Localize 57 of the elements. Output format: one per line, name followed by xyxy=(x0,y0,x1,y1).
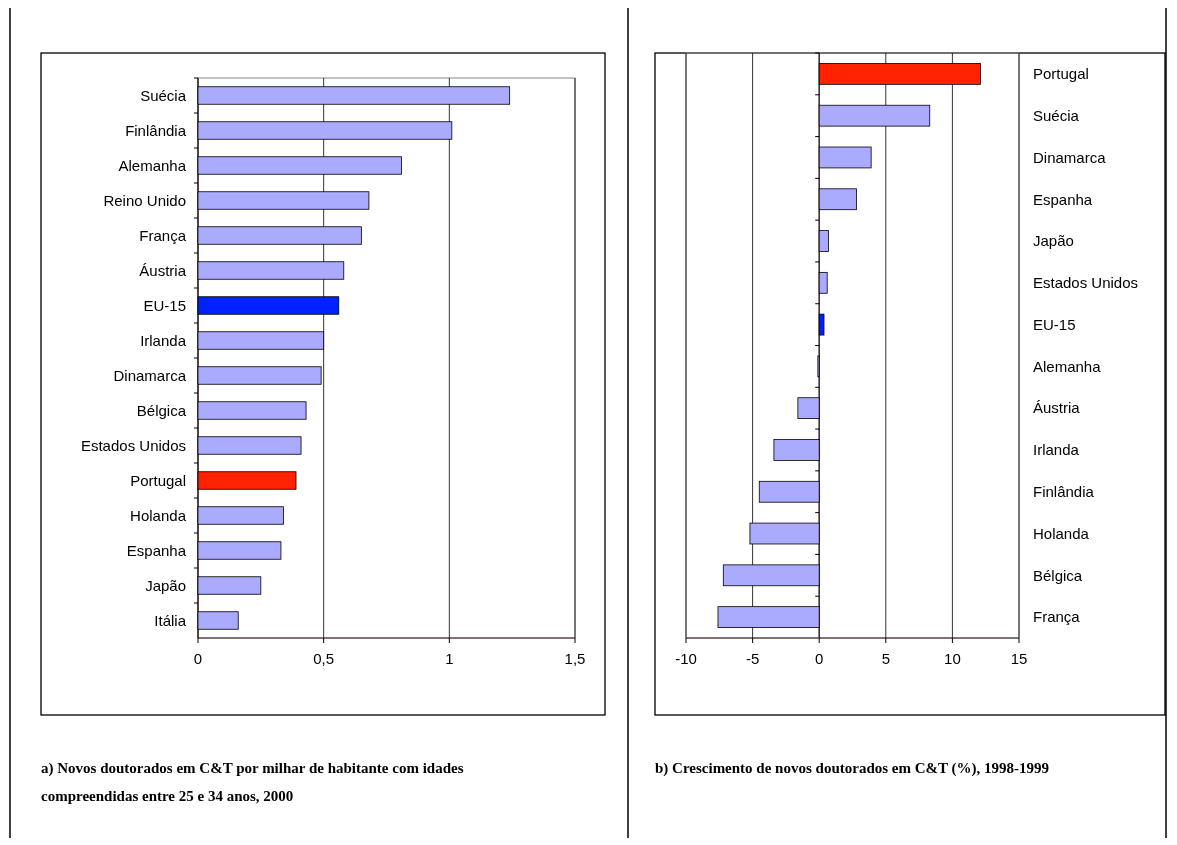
y-tick-label: Reino Unido xyxy=(103,191,186,209)
bar xyxy=(818,146,872,169)
x-tick-label: -10 xyxy=(675,650,697,667)
y-tick-label: Irlanda xyxy=(1033,441,1080,459)
y-tick-label: Suécia xyxy=(140,86,187,104)
x-tick-label: 10 xyxy=(944,650,961,667)
y-tick-label: Alemanha xyxy=(1033,357,1102,375)
bar xyxy=(197,471,297,490)
y-tick-label: Alemanha xyxy=(118,156,187,174)
y-tick-label: Espanha xyxy=(1033,190,1093,208)
y-tick-label: Dinamarca xyxy=(1033,148,1107,166)
y-tick-label: Áustria xyxy=(139,261,187,279)
y-tick-label: Holanda xyxy=(1033,524,1090,542)
y-tick-label: Espanha xyxy=(126,541,187,559)
bar xyxy=(797,397,820,420)
bar xyxy=(197,436,302,455)
y-tick-label: EU-15 xyxy=(1033,315,1076,333)
y-tick-label: Áustria xyxy=(1033,399,1081,417)
y-tick-label: Portugal xyxy=(1033,65,1089,83)
x-tick-label: 0,5 xyxy=(313,650,335,667)
bar xyxy=(197,541,282,560)
x-tick-label: -5 xyxy=(745,650,760,667)
y-tick-label: França xyxy=(1033,608,1081,626)
bar xyxy=(818,230,829,252)
y-tick-label: Estados Unidos xyxy=(80,436,186,454)
y-tick-label: Japão xyxy=(145,576,186,594)
y-tick-label: Finlândia xyxy=(1033,483,1095,500)
y-tick-label: Bélgica xyxy=(136,401,187,419)
bar xyxy=(818,313,825,336)
y-tick-label: EU-15 xyxy=(143,296,186,314)
bar xyxy=(818,188,857,211)
bar xyxy=(818,271,828,294)
y-tick-label: Estados Unidos xyxy=(1033,274,1139,292)
text: a) Novos doutorados em C&T por milhar de habitante com idades compreendidas entre 25 e 34 anos, 2000 xyxy=(41,760,464,804)
y-tick-label: Finlândia xyxy=(125,121,187,139)
x-tick-label: 1,5 xyxy=(564,650,586,667)
x-tick-label: 5 xyxy=(881,650,890,667)
y-tick-label: Bélgica xyxy=(1033,566,1083,584)
y-tick-label: Itália xyxy=(154,611,187,629)
y-tick-label: Japão xyxy=(1033,232,1074,250)
x-tick-label: 0 xyxy=(815,650,824,667)
x-tick-label: 1 xyxy=(445,650,454,667)
y-tick-label: Irlanda xyxy=(140,331,187,349)
bar xyxy=(758,480,820,503)
bar xyxy=(197,401,307,420)
y-tick-label: França xyxy=(139,226,187,244)
bar xyxy=(197,506,284,525)
bar xyxy=(197,611,239,630)
text: b) Crescimento de novos doutorados em C&T (%), 1998-1999 xyxy=(655,760,1050,777)
y-tick-label: Suécia xyxy=(1033,106,1080,124)
bar xyxy=(197,576,262,595)
x-tick-label: 15 xyxy=(1010,650,1028,667)
y-tick-label: Portugal xyxy=(130,471,186,489)
x-tick-label: 0 xyxy=(193,650,203,667)
bar xyxy=(773,439,820,461)
y-tick-label: Dinamarca xyxy=(113,366,187,384)
y-tick-label: Holanda xyxy=(130,506,187,524)
